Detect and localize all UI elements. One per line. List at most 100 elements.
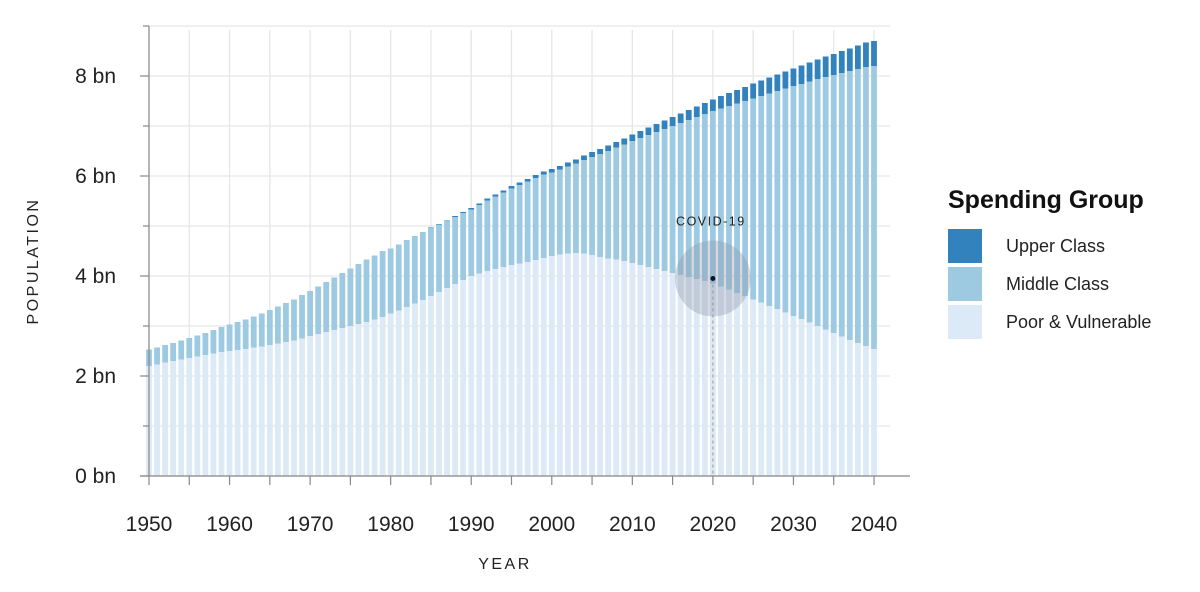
bar-upper-class-2006	[597, 149, 604, 154]
legend-label-poor-vulnerable: Poor & Vulnerable	[1006, 311, 1152, 332]
bar-middle-class-2019	[701, 114, 708, 281]
legend-swatch-poor-vulnerable	[948, 305, 982, 339]
bar-poor-vulnerable-1961	[234, 350, 241, 476]
bar-upper-class-2026	[758, 80, 765, 96]
bar-upper-class-2020	[709, 99, 716, 111]
legend-label-upper-class: Upper Class	[1006, 235, 1106, 256]
bar-poor-vulnerable-2023	[734, 293, 740, 476]
bar-poor-vulnerable-1985	[428, 296, 434, 476]
bar-poor-vulnerable-1976	[355, 324, 362, 476]
bar-poor-vulnerable-1992	[484, 271, 491, 476]
bar-upper-class-2031	[798, 65, 805, 84]
bar-middle-class-2035	[830, 75, 837, 333]
bar-poor-vulnerable-2039	[863, 346, 869, 476]
bar-poor-vulnerable-2025	[750, 299, 757, 476]
bar-middle-class-1972	[323, 282, 330, 332]
bar-upper-class-2035	[830, 54, 837, 75]
x-axis-title: YEAR	[478, 556, 532, 573]
bar-upper-class-2001	[556, 166, 563, 170]
bar-poor-vulnerable-2032	[806, 322, 813, 476]
bar-poor-vulnerable-2008	[613, 259, 620, 476]
bar-poor-vulnerable-1983	[411, 303, 418, 476]
bar-upper-class-2015	[669, 117, 676, 126]
bar-upper-class-2022	[726, 93, 732, 106]
legend-item-poor-vulnerable: Poor & Vulnerable	[948, 305, 1151, 339]
bar-poor-vulnerable-1962	[242, 349, 249, 476]
bar-poor-vulnerable-2014	[661, 271, 668, 476]
bar-poor-vulnerable-1974	[339, 328, 346, 476]
bar-middle-class-2031	[798, 84, 805, 319]
bar-upper-class-2009	[621, 138, 628, 145]
y-tick-label: 0 bn	[75, 465, 116, 488]
bar-middle-class-1975	[347, 268, 354, 326]
bar-upper-class-1988	[452, 216, 459, 217]
bar-poor-vulnerable-1959	[218, 352, 225, 476]
bar-poor-vulnerable-2010	[629, 263, 636, 476]
bar-middle-class-2032	[806, 81, 813, 323]
bar-upper-class-1989	[460, 212, 467, 213]
x-tick-label: 2020	[690, 513, 737, 536]
bar-upper-class-2034	[822, 56, 829, 77]
bar-poor-vulnerable-1964	[258, 346, 265, 476]
bar-poor-vulnerable-2029	[782, 312, 789, 476]
bar-middle-class-1977	[363, 259, 370, 322]
bar-poor-vulnerable-1966	[274, 343, 281, 476]
bar-upper-class-2000	[548, 169, 555, 173]
bar-middle-class-1970	[307, 291, 314, 336]
bar-poor-vulnerable-1982	[403, 307, 410, 476]
bar-upper-class-2021	[718, 96, 724, 109]
bar-upper-class-2018	[693, 106, 700, 117]
bar-upper-class-2037	[846, 48, 853, 71]
bar-upper-class-1995	[508, 186, 515, 189]
bar-poor-vulnerable-2024	[742, 296, 749, 476]
bar-poor-vulnerable-2027	[766, 306, 773, 476]
bar-poor-vulnerable-2033	[814, 326, 821, 476]
bar-upper-class-2030	[790, 68, 797, 86]
bar-upper-class-2023	[734, 90, 740, 104]
bar-upper-class-2007	[605, 145, 612, 151]
bar-middle-class-2017	[685, 120, 692, 277]
bar-poor-vulnerable-2035	[830, 333, 837, 476]
x-tick-label: 2000	[528, 513, 575, 536]
bar-middle-class-2034	[822, 77, 829, 330]
bar-poor-vulnerable-2000	[548, 256, 555, 476]
bar-upper-class-2032	[806, 62, 813, 82]
bar-middle-class-2000	[548, 172, 555, 256]
bar-middle-class-2006	[597, 154, 604, 257]
bar-poor-vulnerable-2007	[605, 258, 612, 476]
bar-upper-class-2027	[766, 77, 773, 94]
bar-poor-vulnerable-1965	[266, 345, 273, 476]
bar-middle-class-2010	[629, 141, 636, 263]
bar-poor-vulnerable-2031	[798, 319, 805, 476]
bar-middle-class-1961	[234, 322, 241, 350]
y-tick-label: 2 bn	[75, 365, 116, 388]
bar-poor-vulnerable-2002	[564, 253, 571, 476]
bar-upper-class-1991	[476, 203, 483, 205]
bar-poor-vulnerable-1963	[250, 347, 257, 476]
bar-middle-class-1958	[210, 330, 217, 354]
covid-label: COVID-19	[676, 215, 746, 229]
bar-poor-vulnerable-1969	[299, 338, 305, 476]
bar-upper-class-2033	[814, 59, 821, 79]
bar-poor-vulnerable-2013	[653, 269, 660, 476]
bar-upper-class-2002	[564, 162, 571, 167]
bar-middle-class-1971	[315, 286, 322, 334]
bar-upper-class-1986	[436, 224, 442, 225]
bar-poor-vulnerable-2006	[597, 257, 604, 476]
bar-poor-vulnerable-1953	[170, 361, 177, 476]
bar-middle-class-1993	[492, 196, 499, 269]
bar-middle-class-2021	[718, 108, 724, 287]
bar-poor-vulnerable-1951	[154, 364, 160, 476]
bar-upper-class-1999	[540, 171, 547, 175]
bar-middle-class-2016	[677, 123, 684, 275]
bar-middle-class-1978	[371, 255, 378, 320]
bar-poor-vulnerable-1998	[532, 260, 539, 476]
bar-middle-class-1969	[299, 295, 305, 339]
bar-middle-class-2005	[589, 157, 595, 255]
bar-upper-class-2010	[629, 134, 636, 141]
bar-poor-vulnerable-1970	[307, 336, 314, 476]
bar-middle-class-1963	[250, 316, 257, 348]
x-tick-label: 2040	[851, 513, 898, 536]
bar-poor-vulnerable-1957	[202, 355, 209, 476]
bar-upper-class-1996	[516, 182, 523, 185]
